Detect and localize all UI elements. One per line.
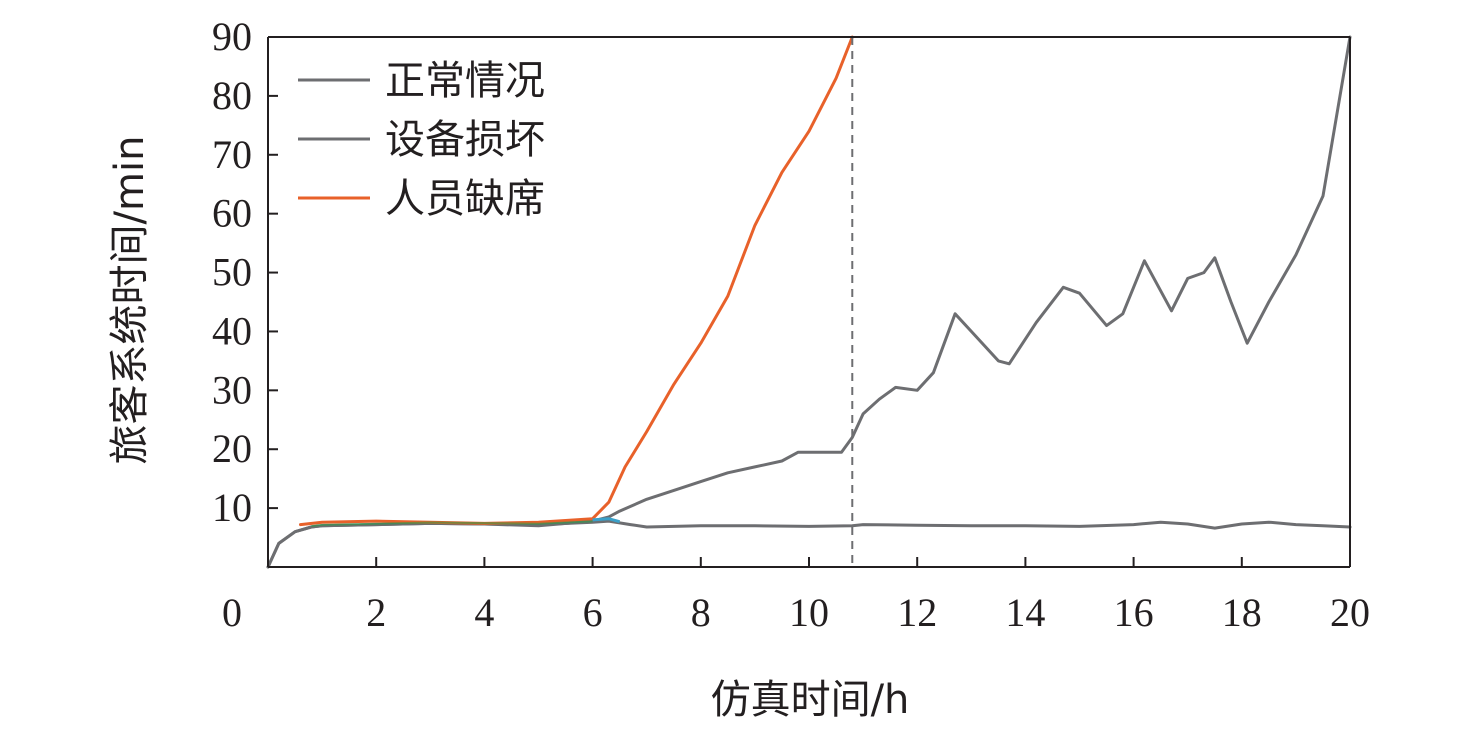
x-tick-label: 20 xyxy=(1330,590,1370,635)
y-ticks: 10 20 30 40 50 60 70 80 90 xyxy=(212,14,278,530)
x-tick-label: 12 xyxy=(897,590,937,635)
origin-tick-label: 0 xyxy=(222,590,242,635)
y-tick-label: 90 xyxy=(212,14,252,59)
y-axis-title: 旅客系统时间/min xyxy=(107,136,153,465)
x-tick-label: 16 xyxy=(1114,590,1154,635)
y-tick-label: 40 xyxy=(212,308,252,353)
x-tick-label: 6 xyxy=(583,590,603,635)
x-axis-title: 仿真时间/h xyxy=(711,677,910,723)
x-tick-label: 2 xyxy=(366,590,386,635)
overlap-accent-line xyxy=(311,520,593,528)
x-tick-label: 14 xyxy=(1005,590,1045,635)
plot-lines xyxy=(266,35,1352,569)
y-tick-label: 20 xyxy=(212,426,252,471)
divergence-accent-line xyxy=(592,517,621,524)
y-tick-label: 80 xyxy=(212,73,252,118)
series-line-1 xyxy=(266,35,1352,569)
x-tick-label: 8 xyxy=(691,590,711,635)
y-tick-label: 30 xyxy=(212,367,252,412)
x-tick-label: 4 xyxy=(474,590,494,635)
series-line-2 xyxy=(299,35,854,527)
legend-label-0: 正常情况 xyxy=(385,58,545,104)
y-tick-label: 60 xyxy=(212,191,252,236)
x-ticks: 2 4 6 8 10 12 14 16 18 20 xyxy=(366,557,1370,635)
y-tick-label: 50 xyxy=(212,250,252,295)
legend-label-2: 人员缺席 xyxy=(385,176,545,222)
legend-label-1: 设备损坏 xyxy=(385,117,545,163)
y-tick-label: 70 xyxy=(212,132,252,177)
y-tick-label: 10 xyxy=(212,485,252,530)
x-tick-label: 10 xyxy=(789,590,829,635)
x-tick-label: 18 xyxy=(1222,590,1262,635)
